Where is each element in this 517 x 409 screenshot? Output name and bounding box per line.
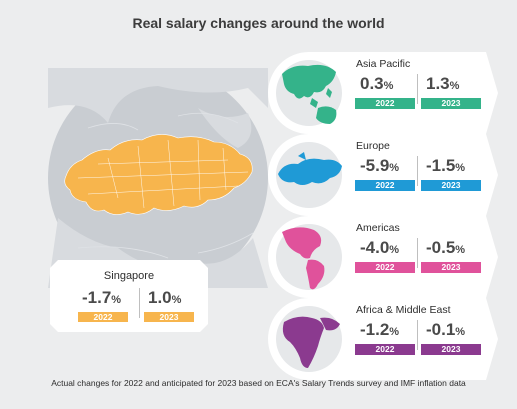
region-card-africa-middle-east: Africa & Middle East -1.2% -0.1% 2022 20… [268,298,498,380]
region-badge-2022: 2022 [355,180,415,191]
region-divider [417,156,418,186]
region-name: Americas [356,222,400,234]
singapore-card: Singapore -1.7% 1.0% 2022 2023 [50,260,208,332]
europe-map-icon [276,142,342,208]
region-value-2023: 1.3% [426,74,460,93]
singapore-value-2022: -1.7% [82,288,122,307]
africa-middle-east-map-icon [276,306,342,372]
page-title: Real salary changes around the world [132,15,385,31]
region-value-2023: -0.1% [426,320,466,339]
singapore-value-2023: 1.0% [148,288,182,307]
region-badge-2023: 2023 [421,262,481,273]
region-badge-2022: 2022 [355,344,415,355]
region-value-2022: -4.0% [360,238,400,257]
region-card-americas: Americas -4.0% -0.5% 2022 2023 [268,216,498,298]
singapore-globe-icon [48,68,268,288]
region-divider [417,320,418,350]
region-card-asia-pacific: Asia Pacific 0.3% 1.3% 2022 2023 [268,52,498,134]
singapore-badge-2023: 2023 [144,312,194,322]
singapore-badge-2022: 2022 [78,312,128,322]
region-name: Africa & Middle East [356,304,451,316]
americas-map-icon [276,224,342,290]
singapore-name: Singapore [103,270,155,282]
region-badge-2023: 2023 [421,180,481,191]
region-value-2023: -1.5% [426,156,466,175]
region-badge-2023: 2023 [421,98,481,109]
region-card-europe: Europe -5.9% -1.5% 2022 2023 [268,134,498,216]
singapore-island-shape [64,134,253,215]
asia-pacific-map-icon [276,60,342,126]
region-divider [417,238,418,268]
footnote: Actual changes for 2022 and anticipated … [51,378,466,388]
region-badge-2023: 2023 [421,344,481,355]
region-value-2022: -5.9% [360,156,400,175]
region-name: Asia Pacific [356,58,411,70]
region-name: Europe [356,140,390,152]
region-badge-2022: 2022 [355,262,415,273]
region-value-2023: -0.5% [426,238,466,257]
region-divider [417,74,418,104]
region-value-2022: 0.3% [360,74,394,93]
region-value-2022: -1.2% [360,320,400,339]
region-badge-2022: 2022 [355,98,415,109]
singapore-divider [139,288,140,318]
